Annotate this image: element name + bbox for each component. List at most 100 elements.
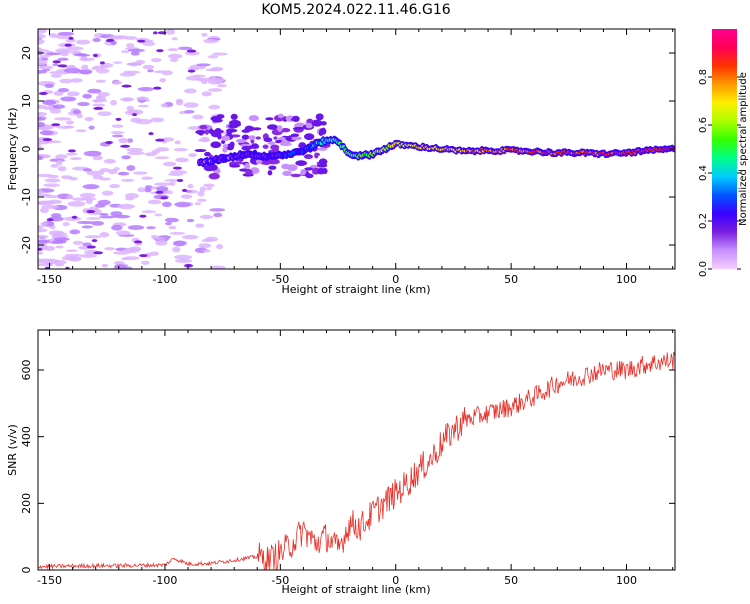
spectrogram-noise-blob — [52, 60, 61, 64]
spectrogram-noise-blob — [70, 78, 83, 83]
spectrogram-noise-blob — [111, 35, 129, 40]
spectrogram-noise-blob — [165, 221, 172, 226]
spectrogram-cluster-blob — [229, 164, 241, 168]
spectrogram-noise-blob — [186, 218, 195, 223]
spectrogram-cluster-blob — [316, 167, 326, 175]
spectrogram-y-tick-label: -20 — [20, 236, 33, 254]
spectrogram-noise-blob — [141, 210, 157, 214]
spectrogram-noise-blob — [119, 72, 136, 77]
spectrogram-x-tick-label: -50 — [271, 273, 289, 286]
spectrogram-noise-blob — [201, 32, 208, 37]
spectrogram-noise-blob — [98, 177, 112, 181]
spectrogram-noise-blob — [120, 266, 133, 269]
spectrogram-noise-blob — [203, 38, 219, 44]
spectrogram-cluster-blob — [222, 144, 229, 148]
spectrogram-noise-blob — [173, 240, 187, 247]
spectrogram-noise-blob — [113, 167, 120, 171]
spectrogram-noise-blob — [169, 181, 176, 186]
spectrogram-noise-blob — [38, 33, 46, 39]
spectrogram-cluster-blob — [235, 138, 247, 143]
spectrogram-noise-blob — [201, 238, 214, 243]
spectrogram-noise-blob — [147, 199, 162, 205]
spectrogram-noise-blob — [55, 48, 71, 54]
spectrogram-cluster-blob — [305, 172, 311, 178]
spectrogram-noise-blob — [208, 88, 223, 92]
spectrogram-noise-blob — [112, 61, 123, 64]
spectrogram-noise-blob — [121, 178, 135, 182]
spectrogram-cluster-blob — [221, 135, 231, 142]
spectrogram-noise-blob — [69, 256, 82, 262]
spectrogram-noise-blob — [38, 145, 44, 151]
spectrogram-noise-blob — [196, 63, 211, 67]
spectrogram-cluster-blob — [292, 126, 305, 131]
spectrogram-noise-blob — [169, 231, 186, 235]
spectrogram-noise-blob — [132, 113, 137, 117]
spectrogram-noise-blob — [38, 234, 49, 239]
spectrogram-noise-blob — [199, 214, 214, 220]
spectrogram-cluster-blob — [206, 163, 218, 171]
spectrogram-noise-blob — [142, 64, 155, 70]
spectrogram-cluster-blob — [241, 134, 250, 140]
spectrogram-noise-blob — [115, 117, 122, 121]
spectrogram-noise-blob — [184, 109, 195, 114]
snr-x-tick-label: -50 — [271, 574, 289, 587]
spectrogram-noise-blob — [217, 84, 227, 88]
spectrogram-noise-blob — [120, 144, 131, 148]
spectrogram-noise-blob — [38, 263, 43, 267]
spectrogram-noise-blob — [115, 230, 131, 236]
spectrogram-cluster-blob — [263, 137, 273, 143]
spectrogram-noise-blob — [38, 247, 43, 251]
spectrogram-noise-blob — [69, 229, 81, 235]
spectrogram-noise-blob — [38, 142, 42, 146]
spectrogram-noise-blob — [81, 225, 93, 229]
spectrogram-noise-blob — [134, 240, 143, 244]
spectrogram-noise-blob — [99, 213, 109, 216]
spectrogram-noise-blob — [141, 260, 150, 265]
spectrogram-noise-blob — [184, 88, 197, 94]
spectrogram-noise-blob — [63, 125, 75, 129]
spectrogram-noise-blob — [57, 64, 68, 68]
spectrogram-noise-blob — [187, 67, 199, 71]
spectrogram-noise-blob — [105, 39, 112, 43]
spectrogram-noise-blob — [137, 104, 149, 108]
spectrogram-noise-blob — [137, 86, 154, 92]
spectrogram-x-tick-label: 100 — [616, 273, 637, 286]
spectrogram-noise-blob — [175, 100, 184, 106]
spectrogram-noise-blob — [128, 62, 139, 67]
spectrogram-noise-blob — [38, 65, 54, 70]
spectrogram-noise-blob — [79, 253, 98, 258]
spectrogram-cluster-blob — [314, 152, 320, 157]
spectrogram-noise-blob — [60, 96, 77, 102]
spectrogram-noise-blob — [188, 153, 197, 158]
spectrogram-noise-blob — [65, 249, 78, 253]
spectrogram-noise-blob — [182, 234, 199, 240]
spectrogram-noise-blob — [101, 263, 109, 268]
spectrogram-x-tick-label: 50 — [504, 273, 518, 286]
spectrogram-noise-blob — [85, 199, 93, 205]
colorbar-gradient — [712, 29, 737, 269]
spectrogram-noise-blob — [121, 257, 130, 261]
spectrogram-noise-blob — [174, 254, 192, 260]
spectrogram-noise-blob — [67, 149, 76, 153]
spectrogram-noise-blob — [92, 99, 100, 103]
spectrogram-cluster-blob — [208, 128, 214, 135]
spectrogram-cluster-blob — [195, 129, 206, 135]
spectrogram-noise-blob — [86, 217, 102, 220]
spectrogram-noise-blob — [38, 173, 54, 178]
spectrogram-noise-blob — [53, 117, 72, 121]
spectrogram-noise-blob — [150, 117, 165, 123]
colorbar-tick-label: 0.4 — [698, 165, 709, 181]
spectrogram-noise-blob — [121, 84, 132, 88]
spectrogram-noise-blob — [130, 51, 140, 56]
spectrogram-noise-blob — [67, 46, 84, 51]
spectrogram-cluster-blob — [306, 155, 312, 159]
spectrogram-marks — [38, 29, 675, 269]
spectrogram-cluster-blob — [298, 142, 307, 149]
spectrogram-noise-blob — [40, 222, 48, 226]
spectrogram-noise-blob — [121, 155, 132, 160]
spectrogram-noise-blob — [91, 67, 100, 70]
spectrogram-noise-blob — [99, 231, 110, 238]
spectrogram-y-tick-label: 20 — [20, 46, 33, 60]
